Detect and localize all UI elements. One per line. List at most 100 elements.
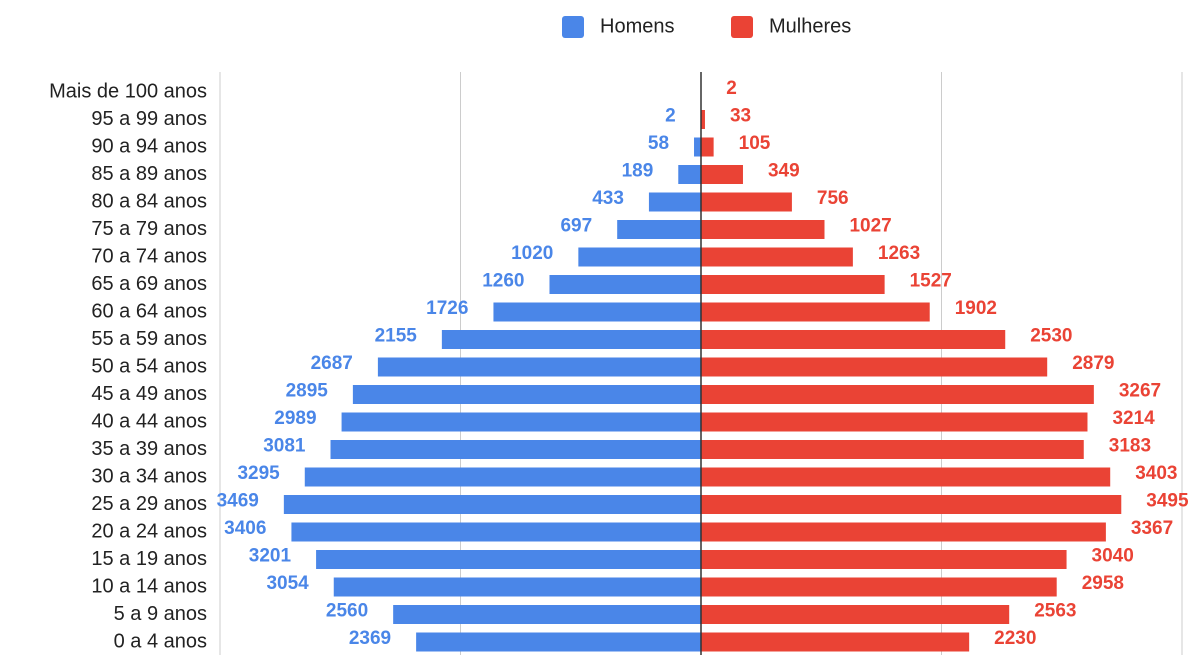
y-tick-label: Mais de 100 anos bbox=[49, 80, 207, 102]
value-label: 2989 bbox=[274, 408, 316, 429]
value-label: 697 bbox=[560, 216, 592, 237]
bar bbox=[578, 247, 701, 267]
bar bbox=[316, 550, 701, 569]
bar bbox=[701, 550, 1067, 569]
bar bbox=[441, 330, 701, 349]
legend-label: Mulheres bbox=[769, 15, 851, 37]
value-label: 105 bbox=[739, 133, 771, 154]
value-label: 2530 bbox=[1030, 326, 1072, 347]
y-tick-label: 35 a 39 anos bbox=[91, 438, 207, 460]
value-label: 2687 bbox=[311, 353, 353, 374]
value-label: 33 bbox=[730, 106, 751, 127]
bar bbox=[283, 495, 701, 514]
bar bbox=[304, 467, 701, 487]
bar bbox=[701, 192, 792, 212]
bar bbox=[617, 220, 701, 239]
bar bbox=[701, 247, 853, 267]
value-label: 3295 bbox=[237, 463, 280, 484]
y-tick-label: 40 a 44 anos bbox=[91, 410, 207, 432]
bar bbox=[333, 577, 701, 597]
bar bbox=[701, 110, 705, 129]
bar bbox=[377, 357, 701, 377]
bar bbox=[701, 467, 1111, 487]
value-label: 2895 bbox=[286, 381, 329, 402]
y-tick-label: 70 a 74 anos bbox=[91, 245, 207, 267]
value-label: 189 bbox=[622, 161, 654, 182]
bar bbox=[416, 632, 701, 652]
bar bbox=[701, 165, 743, 184]
y-tick-label: 60 a 64 anos bbox=[91, 300, 207, 322]
bar bbox=[701, 605, 1010, 624]
bar bbox=[701, 330, 1006, 349]
value-label: 1020 bbox=[511, 243, 553, 264]
value-label: 3054 bbox=[266, 573, 309, 594]
y-tick-label: 65 a 69 anos bbox=[91, 273, 207, 295]
value-label: 2563 bbox=[1034, 601, 1076, 622]
value-label: 3201 bbox=[249, 546, 292, 567]
y-tick-label: 55 a 59 anos bbox=[91, 328, 207, 350]
value-label: 2958 bbox=[1082, 573, 1124, 594]
bar bbox=[701, 522, 1106, 542]
value-label: 2 bbox=[726, 78, 737, 99]
bar bbox=[701, 412, 1088, 432]
value-label: 3040 bbox=[1092, 546, 1134, 567]
legend-label: Homens bbox=[600, 15, 674, 37]
bar bbox=[701, 220, 825, 239]
legend-swatch bbox=[731, 16, 753, 38]
bar bbox=[701, 632, 970, 652]
value-label: 1527 bbox=[910, 271, 952, 292]
y-tick-label: 15 a 19 anos bbox=[91, 548, 207, 570]
bar bbox=[701, 302, 930, 322]
value-label: 3406 bbox=[224, 518, 266, 539]
value-label: 3267 bbox=[1119, 381, 1161, 402]
bar bbox=[678, 165, 701, 184]
y-tick-label: 90 a 94 anos bbox=[91, 135, 207, 157]
bar bbox=[549, 275, 701, 294]
bar bbox=[694, 137, 701, 157]
bar bbox=[330, 440, 701, 459]
y-tick-label: 95 a 99 anos bbox=[91, 108, 207, 130]
value-label: 2230 bbox=[994, 628, 1036, 649]
value-label: 3403 bbox=[1135, 463, 1177, 484]
y-tick-label: 30 a 34 anos bbox=[91, 465, 207, 487]
y-tick-label: 85 a 89 anos bbox=[91, 163, 207, 185]
bar bbox=[291, 522, 701, 542]
bar bbox=[701, 495, 1122, 514]
y-tick-label: 0 a 4 anos bbox=[114, 630, 207, 652]
value-label: 1260 bbox=[482, 271, 524, 292]
value-label: 1027 bbox=[849, 216, 891, 237]
bar bbox=[393, 605, 701, 624]
bar bbox=[701, 577, 1057, 597]
bar bbox=[493, 302, 701, 322]
bar bbox=[352, 385, 701, 404]
value-label: 3214 bbox=[1112, 408, 1155, 429]
y-tick-label: 75 a 79 anos bbox=[91, 218, 207, 240]
bar bbox=[648, 192, 701, 212]
y-tick-label: 50 a 54 anos bbox=[91, 355, 207, 377]
y-tick-label: 45 a 49 anos bbox=[91, 383, 207, 405]
value-label: 349 bbox=[768, 161, 800, 182]
bar bbox=[701, 137, 714, 157]
bar bbox=[701, 385, 1094, 404]
value-label: 58 bbox=[648, 133, 669, 154]
value-label: 1902 bbox=[955, 298, 997, 319]
value-label: 3081 bbox=[263, 436, 306, 457]
y-tick-label: 80 a 84 anos bbox=[91, 190, 207, 212]
y-tick-label: 5 a 9 anos bbox=[114, 603, 207, 625]
value-label: 2879 bbox=[1072, 353, 1114, 374]
value-label: 3183 bbox=[1109, 436, 1151, 457]
y-tick-label: 20 a 24 anos bbox=[91, 520, 207, 542]
value-label: 2560 bbox=[326, 601, 368, 622]
value-label: 3367 bbox=[1131, 518, 1173, 539]
legend-swatch bbox=[562, 16, 584, 38]
bar bbox=[701, 440, 1084, 459]
value-label: 2 bbox=[665, 106, 676, 127]
value-label: 1726 bbox=[426, 298, 468, 319]
value-label: 2369 bbox=[349, 628, 391, 649]
value-label: 433 bbox=[592, 188, 624, 209]
value-label: 756 bbox=[817, 188, 849, 209]
y-tick-label: 25 a 29 anos bbox=[91, 493, 207, 515]
value-label: 1263 bbox=[878, 243, 920, 264]
value-label: 3469 bbox=[217, 491, 259, 512]
